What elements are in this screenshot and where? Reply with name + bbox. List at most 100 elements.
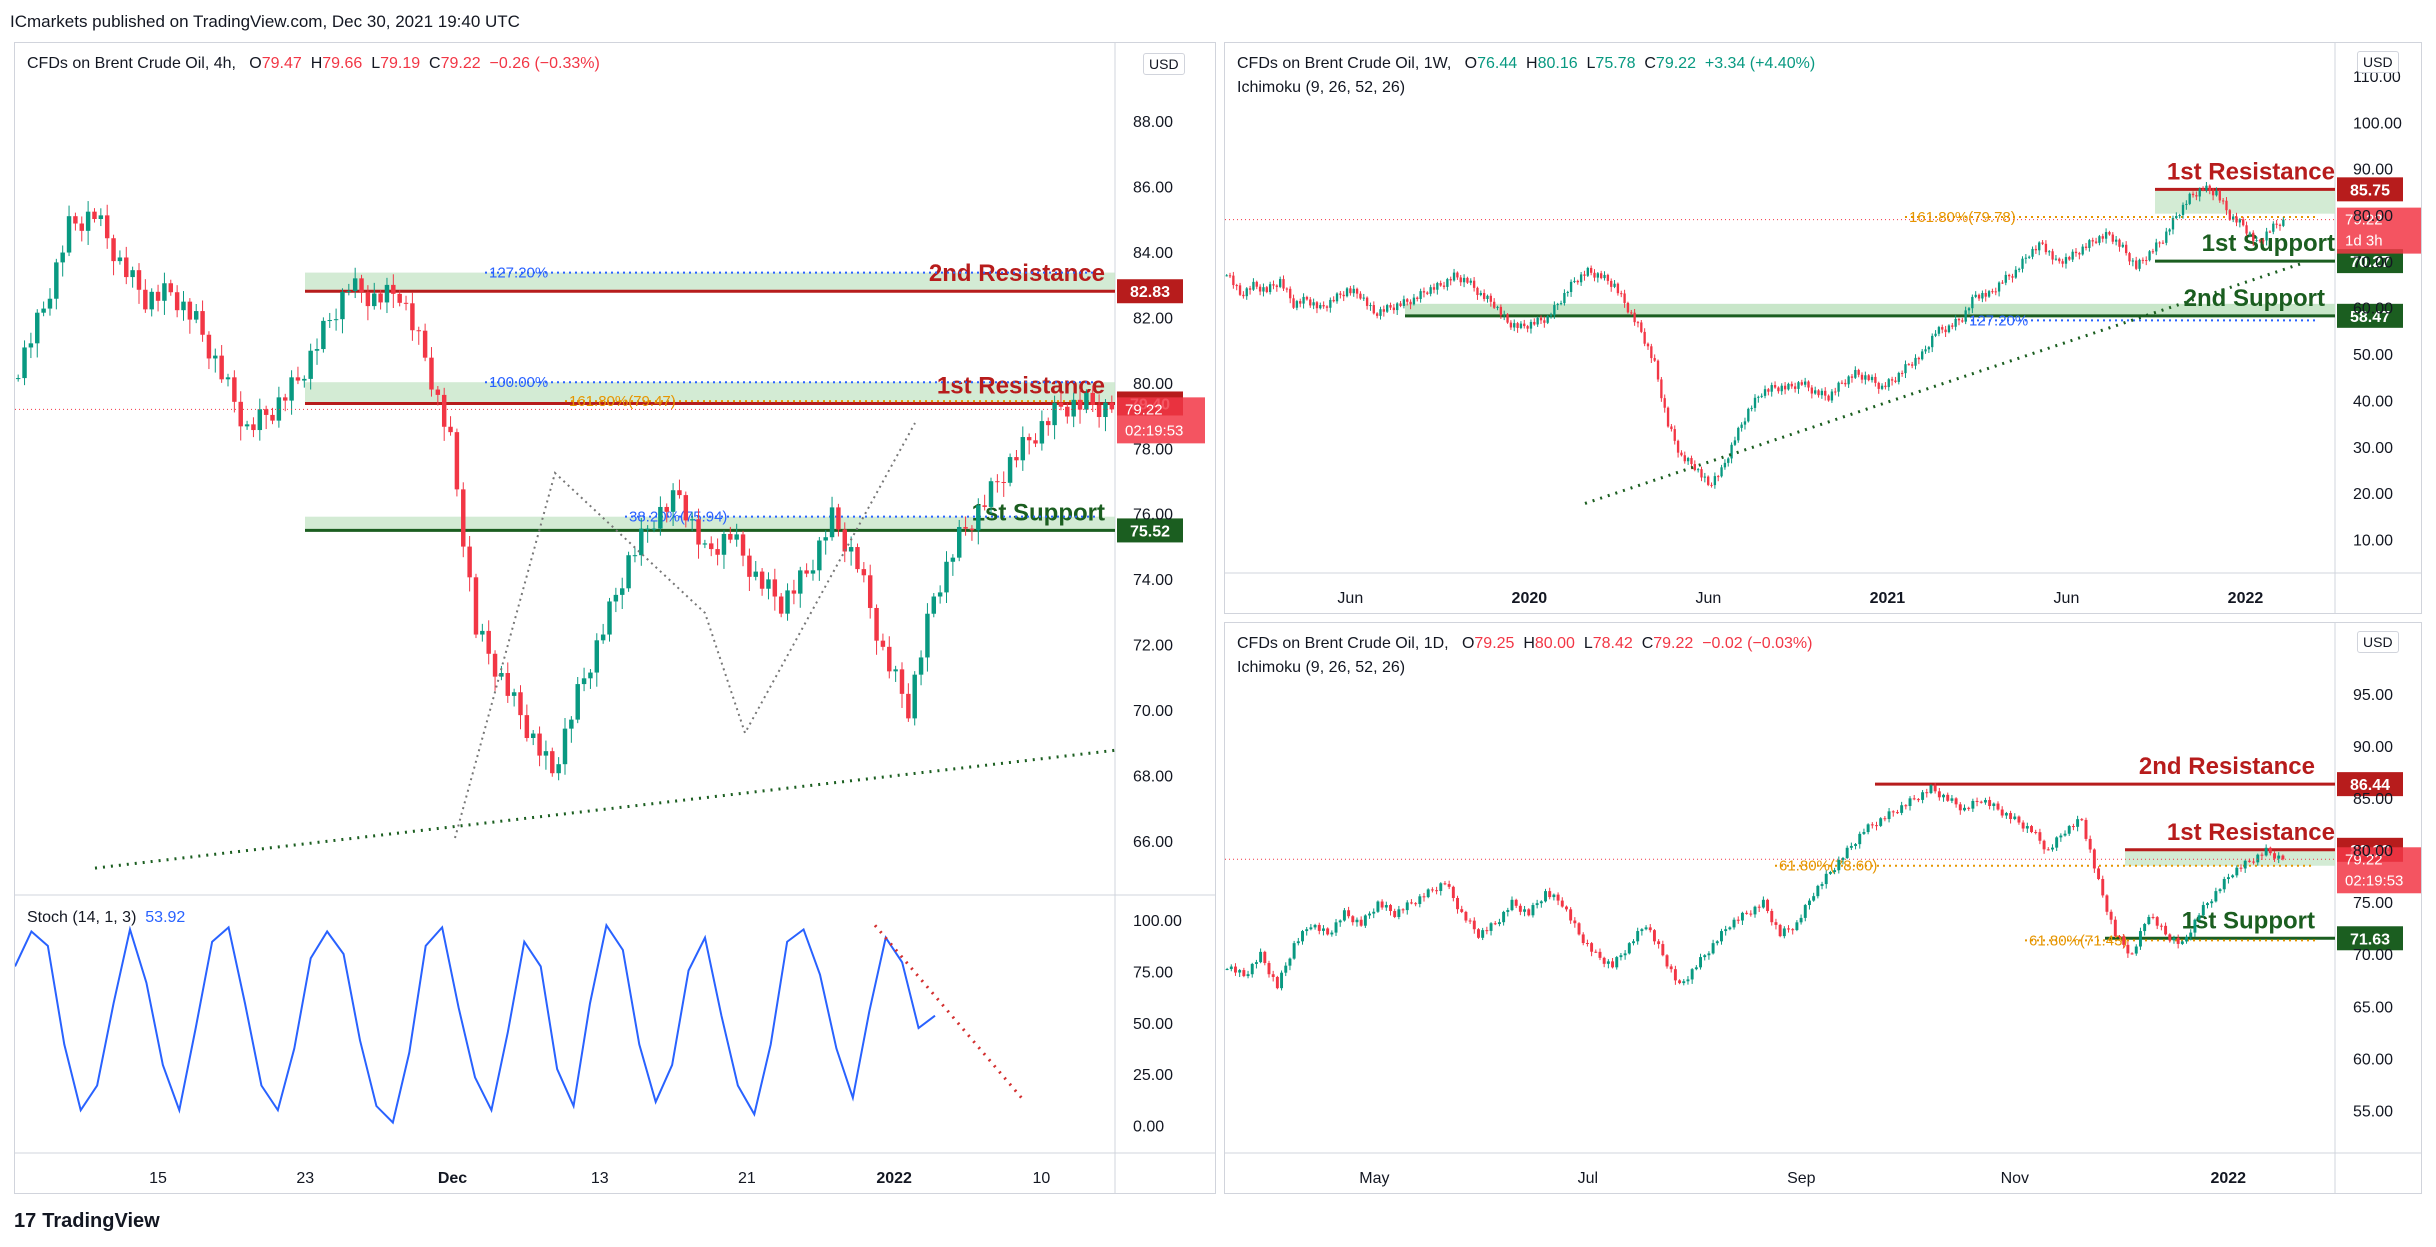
h4-x-tick: 23	[296, 1170, 314, 1187]
tradingview-footer[interactable]: 17 TradingView	[14, 1210, 160, 1233]
h4-candle-body	[276, 397, 282, 421]
w1-candle-body	[1309, 299, 1312, 306]
tradingview-logo-icon: 17	[14, 1210, 37, 1232]
w1-candle-body	[2118, 239, 2121, 247]
d1-high: 80.00	[1534, 635, 1575, 652]
h4-candle-body	[454, 432, 460, 490]
h4-candle-body	[632, 555, 638, 557]
w1-support-zone	[1405, 303, 2335, 316]
w1-candle-body	[1573, 280, 1576, 282]
w1-candle-body	[1723, 462, 1727, 468]
h4-candle-body	[359, 278, 364, 293]
h4-candle-body	[626, 555, 631, 589]
w1-candle-body	[1416, 297, 1419, 299]
d1-candle-body	[2185, 937, 2189, 942]
w1-candle-body	[2218, 190, 2221, 201]
w1-indicator: Ichimoku (9, 26, 52, 26)	[1237, 79, 1406, 96]
d1-candle-body	[1967, 807, 1971, 809]
w1-candle-body	[1620, 293, 1623, 295]
w1-candle-body	[1292, 298, 1295, 308]
d1-candle-body	[1707, 953, 1711, 956]
h4-candle-body	[728, 533, 733, 540]
d1-candle-body	[1242, 970, 1246, 977]
d1-candle-body	[1795, 922, 1799, 930]
d1-candle-body	[2101, 879, 2105, 896]
h4-currency[interactable]: USD	[1143, 53, 1185, 75]
d1-candle-body	[1665, 955, 1669, 967]
w1-candle-body	[1422, 291, 1426, 293]
w1-candle-body	[1606, 274, 1610, 281]
w1-candle-body	[1743, 421, 1747, 425]
h4-candle-body	[15, 378, 21, 380]
d1-candle-body	[1904, 805, 1908, 807]
h4-candle-body	[492, 653, 498, 677]
w1-candle-body	[2265, 231, 2268, 241]
d1-candle-body	[2113, 919, 2117, 937]
w1-candle-body	[1332, 299, 1335, 302]
h4-y-tick: 78.00	[1133, 441, 1173, 458]
h4-candle-body	[543, 751, 549, 756]
w1-candle-body	[1820, 390, 1824, 396]
h4-candle-body	[759, 571, 765, 589]
h4-candle-body	[384, 284, 390, 303]
d1-candle-body	[1619, 955, 1623, 958]
w1-candle-body	[1546, 316, 1549, 323]
d1-candle-body	[2155, 917, 2159, 926]
d1-candle-body	[1590, 943, 1594, 952]
w1-candle-body	[1720, 467, 1723, 477]
stoch-y-tick: 100.00	[1133, 913, 1182, 930]
h4-candle-body	[308, 350, 313, 379]
w1-currency[interactable]: USD	[2357, 51, 2399, 73]
d1-currency[interactable]: USD	[2357, 631, 2399, 653]
d1-candle-body	[1791, 929, 1795, 931]
d1-candle-body	[1992, 803, 1996, 807]
w1-candle-body	[1479, 292, 1482, 296]
w1-candle-body	[2245, 225, 2248, 234]
w1-candle-body	[1690, 458, 1693, 465]
h4-candle-body	[1007, 457, 1013, 483]
h4-candle-body	[848, 547, 854, 552]
d1-candle-body	[1548, 891, 1552, 898]
h4-candle-body	[352, 278, 358, 291]
d1-candle-body	[1493, 923, 1497, 925]
w1-candle-body	[2201, 188, 2205, 191]
w1-candle-body	[1703, 476, 1707, 478]
d1-candle-body	[1539, 901, 1543, 904]
d1-candle-body	[1464, 911, 1468, 921]
d1-candle-body	[1887, 811, 1891, 820]
h4-candle-body	[1065, 406, 1070, 417]
w1-candle-body	[2101, 236, 2104, 239]
w1-1618-fib-label: 161.80%(79.78)	[1909, 209, 2016, 226]
h4-candle-body	[537, 733, 542, 756]
w1-candle-body	[2064, 257, 2068, 264]
h4-candle-body	[35, 312, 40, 344]
h4-change: −0.26 (−0.33%)	[489, 55, 600, 72]
w1-candle-body	[2155, 242, 2158, 252]
w1-127-fib-label: 127.20%	[1969, 312, 2028, 329]
h4-candle-body	[467, 546, 472, 578]
w1-candle-body	[1469, 280, 1472, 283]
w1-candle-body	[1710, 484, 1713, 486]
h4-candle-body	[340, 291, 345, 320]
w1-candle-body	[1663, 398, 1666, 408]
d1-candle-body	[1518, 905, 1522, 912]
w1-candle-body	[1486, 295, 1489, 299]
d1-candle-body	[1430, 889, 1434, 891]
d1-candle-body	[1359, 919, 1363, 926]
w1-candle-body	[1232, 275, 1235, 286]
w1-candle-body	[2258, 240, 2262, 242]
h4-candle-body	[969, 528, 975, 531]
w1-chart[interactable]: 1st Resistance 85.75 1st Support 70.27 2nd S…	[1225, 43, 2421, 613]
h4-res1-label: 1st Resistance	[937, 372, 1105, 399]
h4-candle-body	[772, 579, 778, 597]
d1-y-tick: 80.00	[2353, 843, 2393, 860]
d1-candle-body	[1828, 871, 1832, 874]
d1-close: 79.22	[1653, 635, 1694, 652]
d1-candle-body	[1715, 941, 1719, 944]
d1-y-tick: 65.00	[2353, 999, 2393, 1016]
w1-candle-body	[1449, 279, 1452, 281]
h4-candle-body	[193, 311, 199, 320]
h4-candle-body	[1058, 402, 1064, 407]
